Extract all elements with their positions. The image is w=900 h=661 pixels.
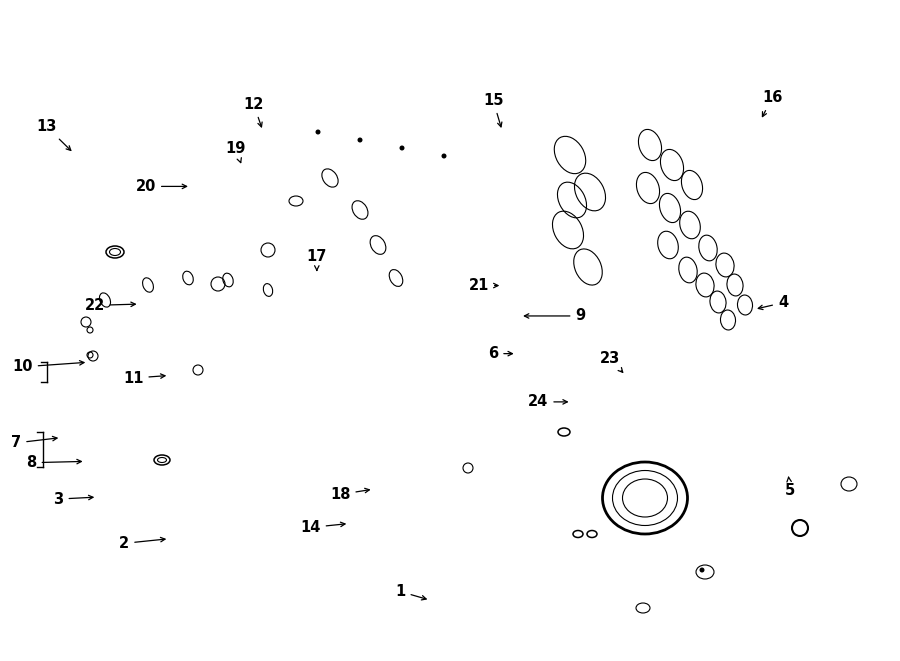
Text: 19: 19 [226, 141, 246, 163]
Text: 10: 10 [13, 360, 84, 374]
Text: 2: 2 [119, 536, 165, 551]
Text: 15: 15 [483, 93, 503, 127]
Text: 7: 7 [11, 436, 57, 450]
Text: 11: 11 [123, 371, 165, 385]
Text: 17: 17 [307, 249, 327, 270]
Text: 6: 6 [488, 346, 512, 361]
Circle shape [463, 463, 473, 473]
Text: 22: 22 [85, 298, 135, 313]
Text: 5: 5 [785, 477, 796, 498]
Circle shape [442, 153, 446, 159]
Circle shape [316, 130, 320, 134]
Text: 14: 14 [301, 520, 345, 535]
Text: 13: 13 [37, 120, 71, 151]
Circle shape [400, 145, 404, 151]
Text: 16: 16 [762, 91, 782, 116]
Circle shape [699, 568, 705, 572]
Text: 24: 24 [528, 395, 567, 409]
Text: 3: 3 [53, 492, 93, 506]
Text: 8: 8 [26, 455, 81, 470]
Text: 18: 18 [330, 487, 369, 502]
Text: 4: 4 [759, 295, 788, 310]
Text: 9: 9 [525, 309, 586, 323]
Text: 23: 23 [600, 351, 623, 372]
Circle shape [792, 520, 808, 536]
Text: 1: 1 [395, 584, 427, 600]
Text: 21: 21 [469, 278, 498, 293]
Text: 12: 12 [244, 97, 264, 127]
Circle shape [357, 137, 363, 143]
Text: 20: 20 [136, 179, 186, 194]
